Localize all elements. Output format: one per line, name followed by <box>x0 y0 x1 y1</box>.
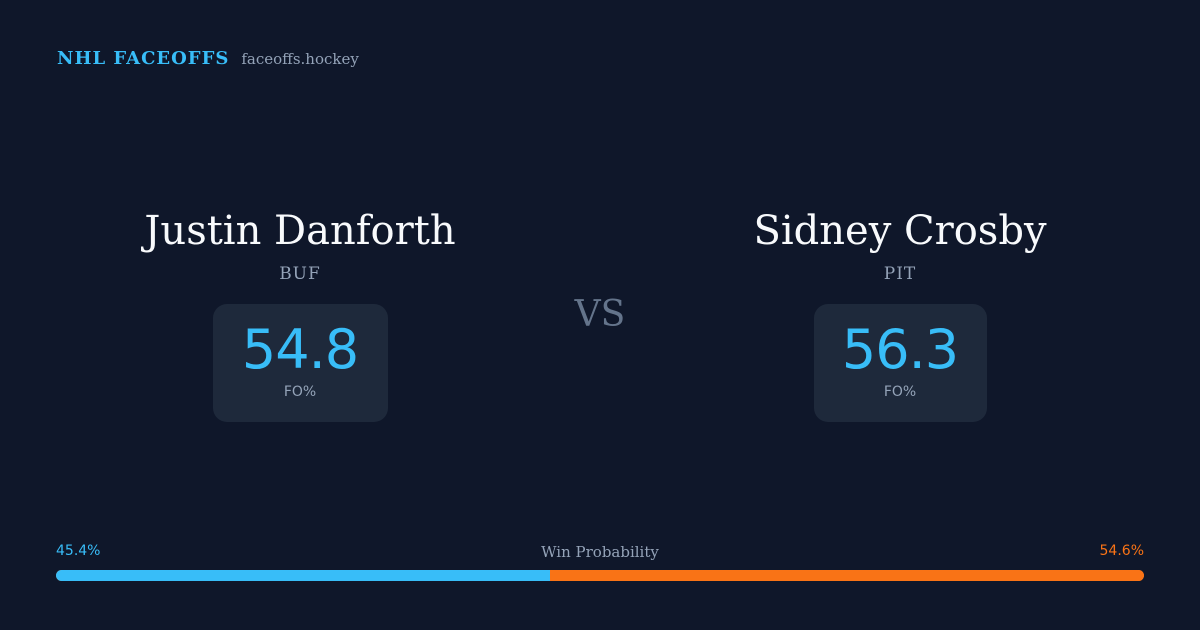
faceoff-stat-box: 56.3 FO% <box>813 304 987 422</box>
win-probability-bar-left <box>56 570 550 581</box>
faceoff-percentage-value: 56.3 <box>841 318 959 381</box>
win-probability-title: Win Probability <box>541 543 659 561</box>
faceoff-percentage-label: FO% <box>883 384 917 400</box>
win-probability-left: 45.4% <box>56 543 101 559</box>
faceoff-percentage-label: FO% <box>283 384 317 400</box>
player-team: PIT <box>883 264 917 284</box>
win-probability-bar <box>56 570 1144 581</box>
player-card-right: Sidney Crosby PIT 56.3 FO% <box>650 205 1150 422</box>
win-probability-bar-right <box>549 570 1144 581</box>
brand-name[interactable]: NHL FACEOFFS <box>57 48 230 69</box>
versus-label: VS <box>574 294 626 335</box>
faceoff-stat-box: 54.8 FO% <box>212 304 388 422</box>
player-name: Justin Danforth <box>144 208 456 254</box>
player-name: Sidney Crosby <box>753 208 1047 254</box>
player-team: BUF <box>279 264 321 284</box>
win-probability-labels: 45.4% Win Probability 54.6% <box>56 543 1144 563</box>
win-probability-right: 54.6% <box>1099 543 1144 559</box>
faceoff-percentage-value: 54.8 <box>241 318 359 381</box>
player-card-left: Justin Danforth BUF 54.8 FO% <box>50 205 550 422</box>
brand-header: NHL FACEOFFS faceoffs.hockey <box>57 48 359 69</box>
brand-site[interactable]: faceoffs.hockey <box>241 50 359 68</box>
